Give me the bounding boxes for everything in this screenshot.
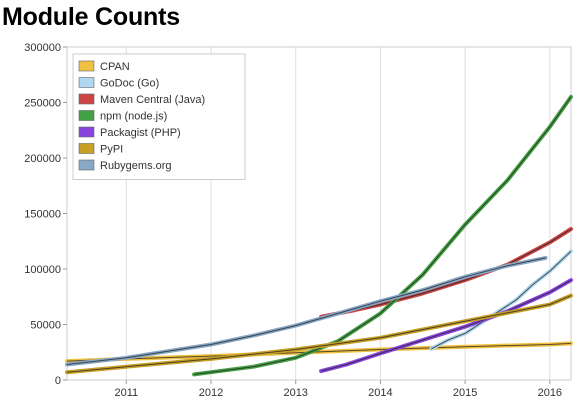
series-trend-line-4 [320,279,572,372]
x-tick-label: 2013 [283,387,307,399]
legend-swatch [78,110,95,121]
y-tick-label: 0 [55,375,61,387]
legend-swatch [78,93,95,105]
legend: CPAN GoDoc (Go) Maven Central (Java) npm (n… [72,53,246,180]
y-tick-label: 100000 [24,264,61,276]
x-tick-label: 2015 [453,387,477,399]
y-axis: 0 50000 100000 150000 200000 250000 300000 [24,42,67,387]
legend-label: Packagist (PHP) [100,127,181,139]
chart-title: Module Counts [2,3,180,31]
series-trend-line-6 [66,257,546,365]
legend-box [72,53,246,180]
series-lines [65,94,573,377]
series-trend-line-1 [430,250,572,350]
x-tick-label: 2011 [114,387,138,399]
x-tick-label: 2012 [199,387,223,399]
legend-swatch [78,77,95,88]
y-tick-label: 200000 [24,153,61,165]
legend-swatch [78,60,95,72]
series-trend-line-0 [66,342,572,362]
legend-swatch [78,126,95,138]
y-tick-label: 250000 [24,98,61,110]
legend-label: npm (node.js) [100,111,167,123]
y-tick-label: 50000 [30,320,61,332]
x-axis: 2011 2012 2013 2014 2015 2016 [114,380,562,399]
y-tick-label: 150000 [24,209,61,221]
legend-label: CPAN [100,61,130,73]
series-trend-line-5 [66,295,572,373]
legend-swatch [78,143,95,154]
x-tick-label: 2014 [368,387,392,399]
legend-label: Maven Central (Java) [100,94,205,106]
legend-label: GoDoc (Go) [100,78,159,90]
legend-swatch [78,159,95,171]
y-tick-label: 300000 [24,42,61,54]
legend-label: Rubygems.org [100,160,172,172]
x-tick-label: 2016 [538,387,562,399]
legend-label: PyPI [100,144,123,156]
series-trend-line-3 [194,96,572,375]
